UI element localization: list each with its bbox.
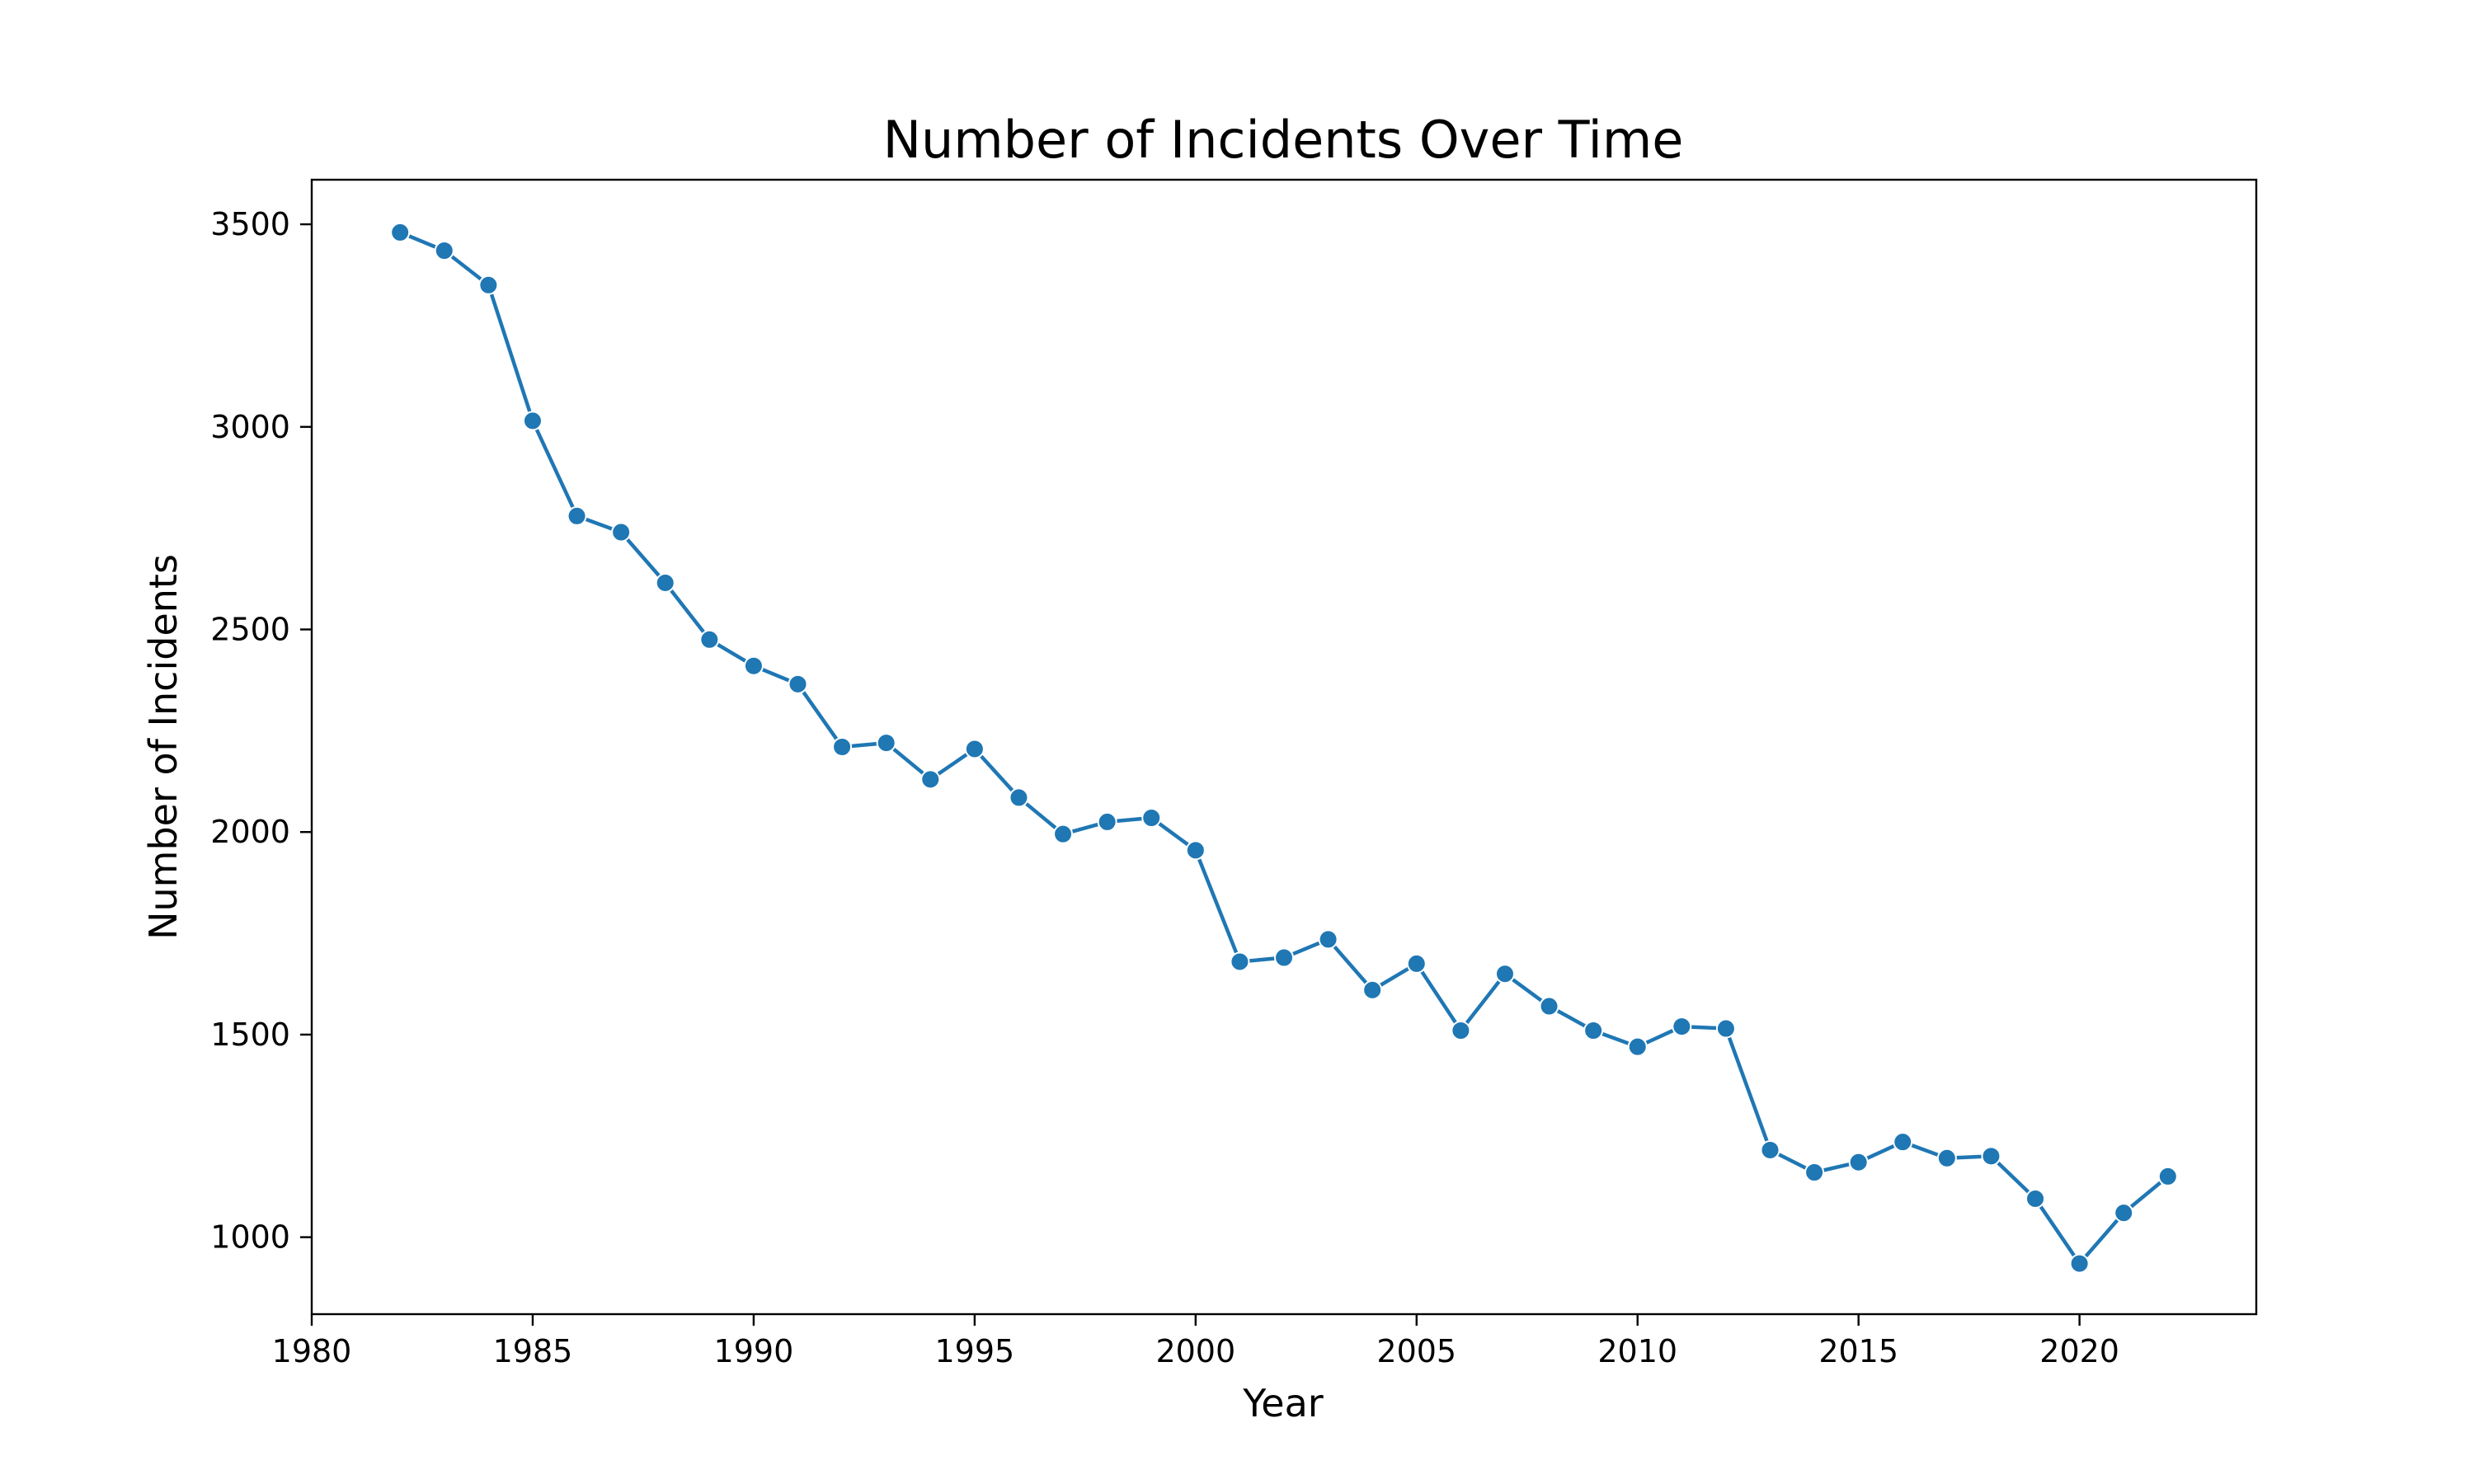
data-point [611, 522, 632, 542]
y-tick-label: 3000 [210, 409, 290, 445]
data-point [1451, 1021, 1471, 1040]
x-tick-label: 1995 [935, 1333, 1015, 1369]
data-point [1672, 1017, 1692, 1037]
data-point [832, 737, 853, 757]
y-tick-label: 1000 [210, 1219, 290, 1256]
y-tick-label: 2500 [210, 611, 290, 647]
data-point [567, 505, 587, 526]
data-point [1097, 811, 1117, 832]
data-point [1362, 979, 1383, 1000]
data-point [1185, 840, 1206, 861]
data-point [478, 275, 499, 295]
y-tick-label: 3500 [210, 206, 290, 242]
data-point [1141, 808, 1162, 828]
data-point [655, 572, 675, 593]
y-tick-label: 2000 [210, 814, 290, 850]
x-axis-label: Year [1242, 1381, 1323, 1425]
x-tick-label: 2015 [1818, 1333, 1898, 1369]
data-point [1760, 1139, 1780, 1160]
data-point [1406, 953, 1427, 974]
data-point [390, 222, 411, 242]
x-tick-label: 2005 [1376, 1333, 1456, 1369]
data-point [2114, 1203, 2134, 1223]
data-point [788, 674, 808, 694]
x-tick-label: 1985 [493, 1333, 573, 1369]
data-point [1893, 1132, 1913, 1153]
data-point [1981, 1146, 2001, 1167]
plot-area [310, 178, 2258, 1316]
data-point [2025, 1188, 2046, 1209]
data-point [920, 769, 941, 790]
data-point [964, 739, 985, 759]
chart-title: Number of Incidents Over Time [883, 110, 1684, 170]
data-point [1583, 1021, 1604, 1040]
data-point [1804, 1162, 1825, 1182]
data-point [743, 655, 764, 676]
data-point [522, 411, 543, 431]
data-point [1318, 929, 1338, 950]
data-point [1715, 1018, 1736, 1039]
y-tick-label: 1500 [210, 1017, 290, 1053]
x-tick-label: 2020 [2039, 1333, 2119, 1369]
data-point [2157, 1166, 2178, 1186]
y-axis-label: Number of Incidents [141, 554, 186, 940]
x-tick-label: 2000 [1155, 1333, 1235, 1369]
data-point [699, 629, 720, 650]
data-point [1053, 824, 1074, 844]
x-tick-label: 1990 [714, 1333, 794, 1369]
x-tick-label: 2010 [1597, 1333, 1677, 1369]
data-point [2069, 1253, 2090, 1274]
data-point [1539, 996, 1559, 1017]
data-point [1230, 951, 1250, 972]
axis-ticks: 1980 1985 1990 1995 2000 2005 2010 2015 2020 1000… [210, 206, 2119, 1369]
data-point [1009, 787, 1029, 808]
data-point [876, 733, 896, 754]
data-point [1848, 1152, 1869, 1172]
data-point [1494, 964, 1515, 984]
x-tick-label: 1980 [272, 1333, 352, 1369]
data-point [1627, 1036, 1648, 1057]
data-point [1274, 947, 1294, 968]
plot-frame [310, 178, 2258, 1316]
data-point [434, 241, 454, 261]
data-point [1936, 1148, 1957, 1168]
